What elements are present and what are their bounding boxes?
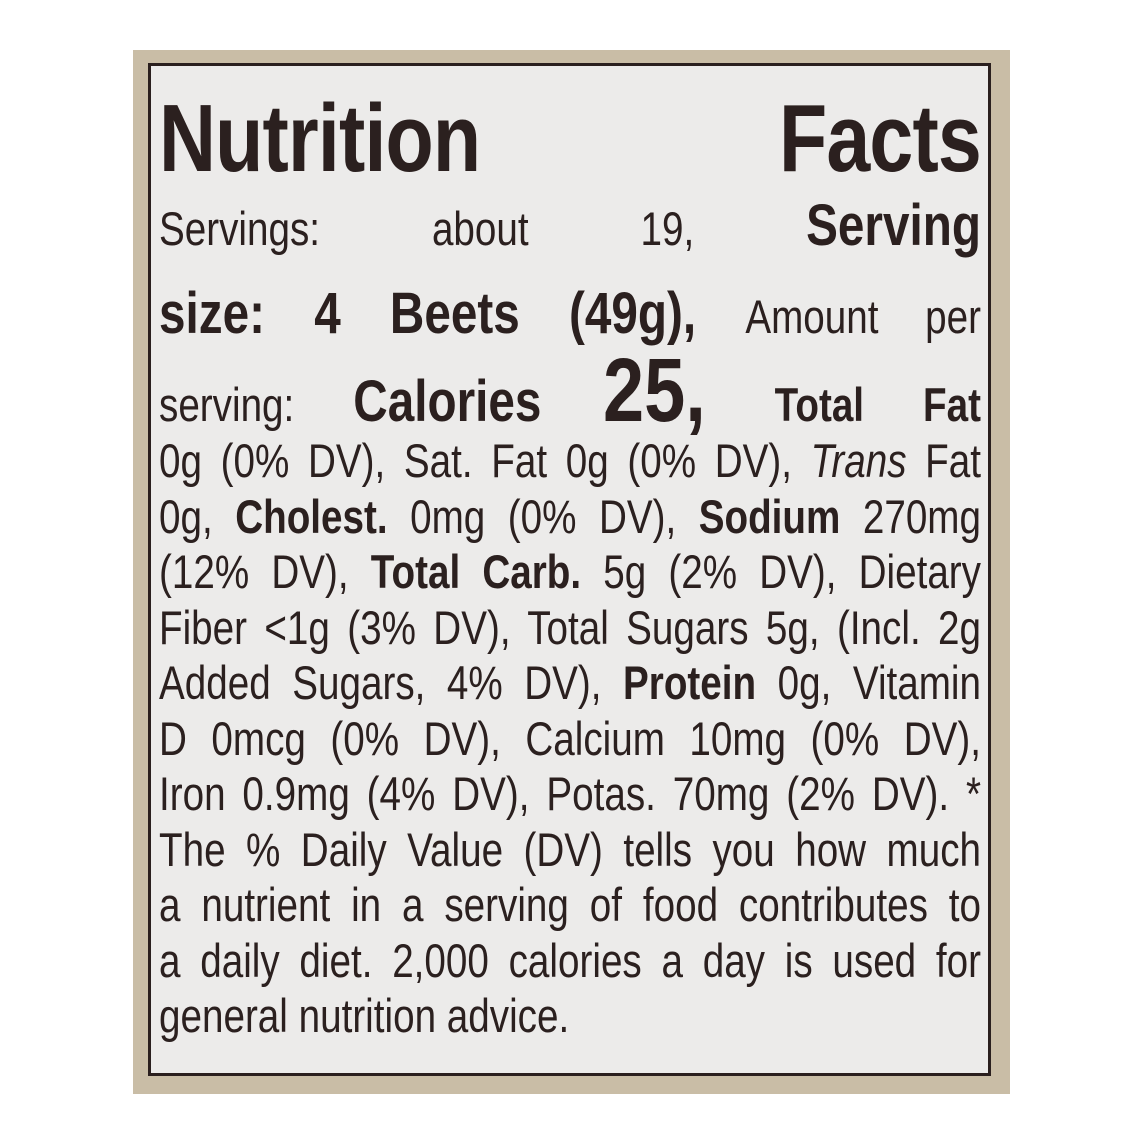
label-line: a daily diet. 2,000 calories a day is us… bbox=[159, 933, 981, 989]
label-line: D 0mcg (0% DV), Calcium 10mg (0% DV), bbox=[159, 711, 981, 767]
label-text: 5g (2% DV), Dietary bbox=[581, 545, 981, 598]
label-line: serving: Calories 25, Total Fat bbox=[159, 341, 981, 441]
label-text: Total Fat bbox=[774, 378, 981, 431]
label-text: Fiber <1g (3% DV), Total Sugars 5g, (Inc… bbox=[159, 600, 981, 654]
label-text: general nutrition advice. bbox=[159, 989, 570, 1042]
label-text: (12% DV), bbox=[159, 545, 371, 598]
label-text: a nutrient in a serving of food contribu… bbox=[159, 878, 981, 931]
label-line: size: 4 Beets (49g), Amount per bbox=[159, 284, 982, 343]
label-line: (12% DV), Total Carb. 5g (2% DV), Dietar… bbox=[159, 544, 981, 600]
label-text: a daily diet. 2,000 calories a day is us… bbox=[159, 933, 981, 987]
label-text: 0g, Vitamin bbox=[756, 656, 981, 709]
label-text: Serving bbox=[806, 193, 981, 258]
label-text: Protein bbox=[623, 656, 757, 709]
label-line: 0g (0% DV), Sat. Fat 0g (0% DV), Trans F… bbox=[159, 433, 981, 489]
label-text: serving: bbox=[159, 378, 354, 431]
label-text: Iron 0.9mg (4% DV), Potas. 70mg (2% DV).… bbox=[159, 767, 981, 820]
label-line: general nutrition advice. bbox=[159, 988, 981, 1044]
label-text: 25, bbox=[602, 341, 775, 441]
label-text: Trans bbox=[810, 434, 907, 487]
label-text: 270mg bbox=[840, 489, 981, 543]
label-text: 0g (0% DV), Sat. Fat 0g (0% DV), bbox=[159, 434, 811, 487]
label-text: Fat bbox=[906, 434, 982, 487]
label-text: 0g, bbox=[159, 489, 236, 543]
label-text: Servings: about 19, bbox=[159, 202, 807, 255]
label-title: Nutrition Facts bbox=[159, 85, 982, 192]
label-line: Added Sugars, 4% DV), Protein 0g, Vitami… bbox=[159, 655, 981, 711]
label-line: Servings: about 19, Serving bbox=[159, 197, 981, 256]
label-text: D 0mcg (0% DV), Calcium 10mg (0% DV), bbox=[159, 711, 981, 765]
label-text: Cholest. bbox=[235, 489, 388, 543]
label-line: The % Daily Value (DV) tells you how muc… bbox=[159, 822, 981, 878]
label-text: Calories bbox=[353, 369, 603, 434]
label-content: Nutrition Facts Servings: about 19, Serv… bbox=[159, 84, 982, 1044]
label-text: Amount per bbox=[745, 289, 982, 343]
label-text: Total Carb. bbox=[370, 545, 582, 598]
nutrition-facts-label: Nutrition Facts Servings: about 19, Serv… bbox=[148, 63, 991, 1076]
label-line: Iron 0.9mg (4% DV), Potas. 70mg (2% DV).… bbox=[159, 766, 981, 822]
label-line: 0g, Cholest. 0mg (0% DV), Sodium 270mg bbox=[159, 489, 981, 545]
label-text: The % Daily Value (DV) tells you how muc… bbox=[159, 822, 981, 876]
label-line: a nutrient in a serving of food contribu… bbox=[159, 877, 981, 933]
label-line: Fiber <1g (3% DV), Total Sugars 5g, (Inc… bbox=[159, 600, 981, 656]
label-text: size: 4 Beets (49g), bbox=[159, 280, 746, 346]
label-text: Added Sugars, 4% DV), bbox=[159, 656, 624, 709]
label-text: Sodium bbox=[698, 489, 841, 543]
label-text: 0mg (0% DV), bbox=[387, 489, 699, 543]
